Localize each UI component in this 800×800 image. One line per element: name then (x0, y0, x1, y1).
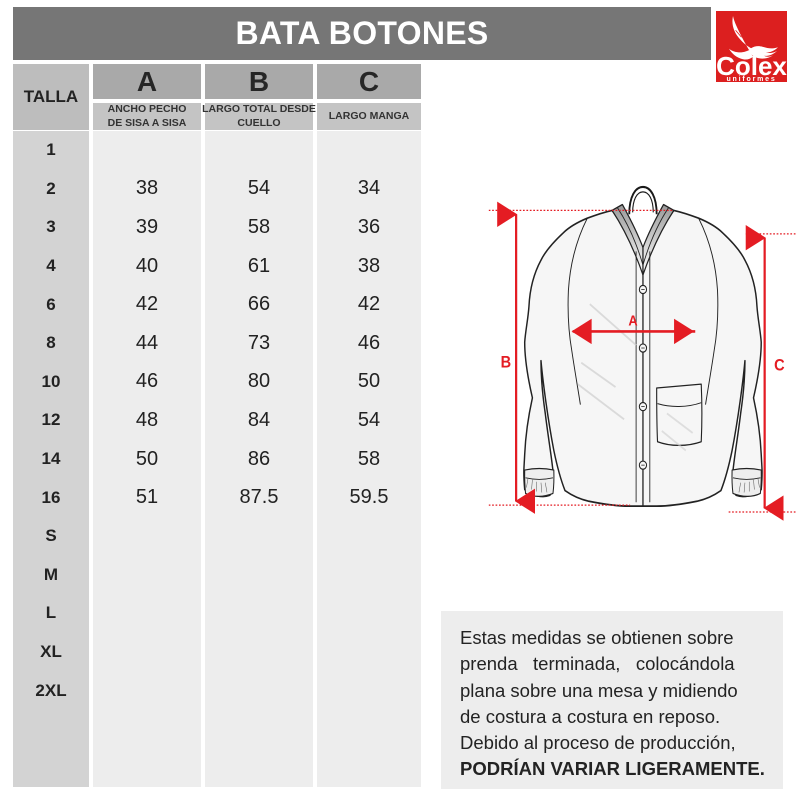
svg-text:B: B (501, 354, 512, 372)
svg-text:C: C (774, 357, 785, 375)
svg-text:A: A (628, 313, 637, 329)
